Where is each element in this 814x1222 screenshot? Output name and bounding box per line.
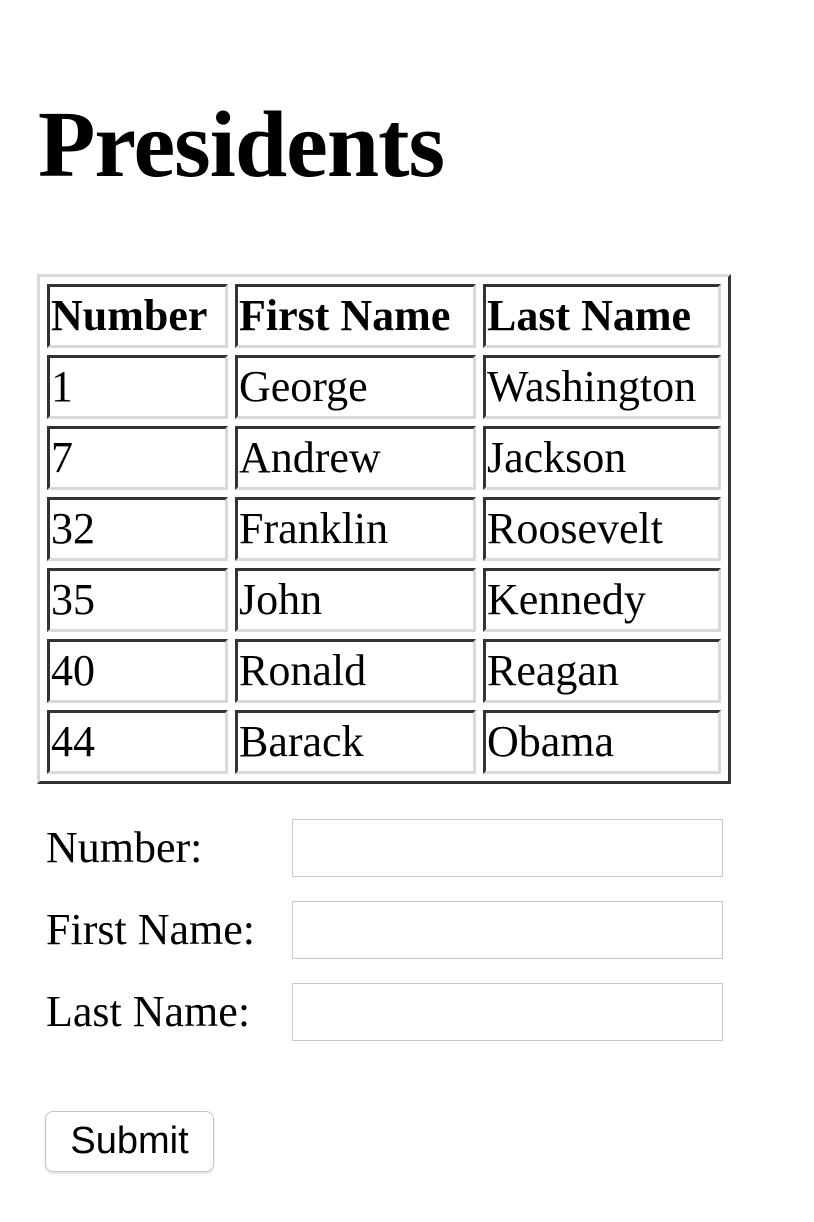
first-name-form-row: First Name: — [46, 901, 726, 959]
cell-first-name: John — [235, 568, 476, 632]
cell-first-name: George — [235, 355, 476, 419]
last-name-input[interactable] — [292, 983, 723, 1041]
number-label: Number: — [46, 823, 203, 872]
cell-last-name: Obama — [483, 710, 721, 774]
cell-number: 40 — [47, 639, 228, 703]
cell-number: 32 — [47, 497, 228, 561]
number-form-row: Number: — [46, 819, 726, 877]
cell-last-name: Roosevelt — [483, 497, 721, 561]
table-header-row: Number First Name Last Name — [47, 284, 721, 348]
table-row: 1 George Washington — [47, 355, 721, 419]
last-name-form-row: Last Name: — [46, 983, 726, 1041]
cell-number: 1 — [47, 355, 228, 419]
cell-last-name: Reagan — [483, 639, 721, 703]
column-header-last-name: Last Name — [483, 284, 721, 348]
cell-first-name: Franklin — [235, 497, 476, 561]
cell-last-name: Jackson — [483, 426, 721, 490]
cell-first-name: Ronald — [235, 639, 476, 703]
number-input[interactable] — [292, 819, 723, 877]
cell-first-name: Barack — [235, 710, 476, 774]
submit-button[interactable]: Submit — [45, 1111, 214, 1172]
presidents-table: Number First Name Last Name 1 George Was… — [37, 274, 731, 784]
cell-number: 35 — [47, 568, 228, 632]
table-row: 7 Andrew Jackson — [47, 426, 721, 490]
table-row: 44 Barack Obama — [47, 710, 721, 774]
table-row: 35 John Kennedy — [47, 568, 721, 632]
page-title: Presidents — [38, 93, 445, 197]
first-name-label: First Name: — [46, 905, 255, 954]
cell-last-name: Kennedy — [483, 568, 721, 632]
last-name-label: Last Name: — [46, 987, 251, 1036]
table-row: 40 Ronald Reagan — [47, 639, 721, 703]
cell-first-name: Andrew — [235, 426, 476, 490]
first-name-input[interactable] — [292, 901, 723, 959]
cell-number: 44 — [47, 710, 228, 774]
column-header-number: Number — [47, 284, 228, 348]
cell-number: 7 — [47, 426, 228, 490]
cell-last-name: Washington — [483, 355, 721, 419]
table-row: 32 Franklin Roosevelt — [47, 497, 721, 561]
column-header-first-name: First Name — [235, 284, 476, 348]
